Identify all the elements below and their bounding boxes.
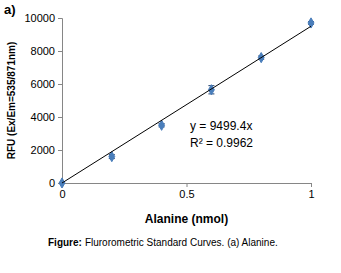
panel-label: a) bbox=[4, 2, 16, 17]
y-tick-mark bbox=[58, 51, 62, 52]
x-tick-mark bbox=[311, 183, 312, 187]
y-tick-mark bbox=[58, 84, 62, 85]
x-tick-label: 0.5 bbox=[179, 188, 194, 200]
annotation: y = 9499.4x bbox=[190, 119, 252, 133]
plot-area bbox=[59, 18, 314, 188]
x-tick-label: 0 bbox=[59, 188, 65, 200]
y-tick: 4000 bbox=[31, 111, 62, 123]
y-tick-mark bbox=[58, 18, 62, 19]
x-tick: 1 bbox=[308, 183, 314, 200]
y-tick-label: 10000 bbox=[24, 12, 55, 24]
y-tick-mark bbox=[58, 117, 62, 118]
trend-line bbox=[62, 26, 311, 183]
caption: Figure:Flurorometric Standard Curves. (a… bbox=[48, 237, 278, 248]
caption-text: Flurorometric Standard Curves. (a) Alani… bbox=[85, 237, 278, 248]
y-tick-label: 6000 bbox=[31, 78, 55, 90]
y-tick: 10000 bbox=[24, 12, 62, 24]
x-tick-label: 1 bbox=[308, 188, 314, 200]
y-tick-label: 2000 bbox=[31, 144, 55, 156]
x-axis: 00.51 bbox=[59, 183, 314, 200]
x-tick: 0.5 bbox=[179, 183, 194, 200]
y-axis-line bbox=[58, 19, 63, 184]
y-tick: 8000 bbox=[31, 45, 62, 57]
x-axis-line bbox=[63, 184, 312, 188]
y-tick-mark bbox=[58, 150, 62, 151]
y-axis: 0 2000 4000 6000 8000 10000 bbox=[24, 12, 62, 189]
x-tick-mark bbox=[187, 183, 188, 187]
y-tick-label: 4000 bbox=[31, 111, 55, 123]
y-tick-label: 8000 bbox=[31, 45, 55, 57]
annotation: R² = 0.9962 bbox=[190, 136, 253, 150]
y-tick: 2000 bbox=[31, 144, 62, 156]
y-tick-label: 0 bbox=[49, 177, 55, 189]
y-axis-title: RFU (Ex/Em=535/871nm) bbox=[6, 42, 17, 160]
y-tick: 6000 bbox=[31, 78, 62, 90]
x-axis-title: Alanine (nmol) bbox=[145, 212, 228, 226]
caption-label: Figure: bbox=[48, 237, 82, 248]
